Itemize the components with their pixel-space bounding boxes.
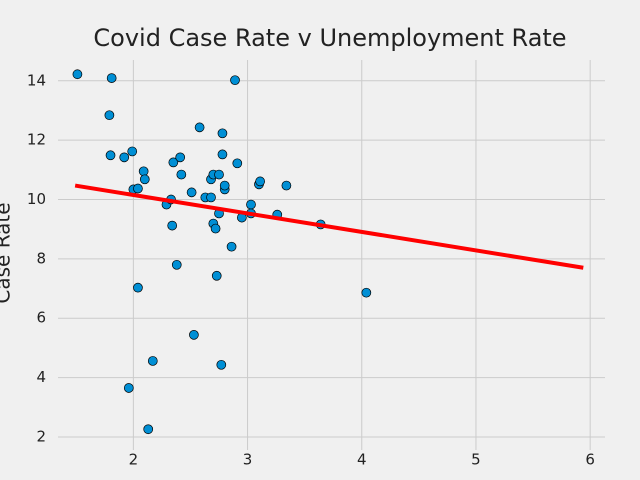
point — [230, 75, 240, 86]
point — [171, 259, 182, 270]
point — [189, 329, 199, 340]
point — [232, 158, 243, 169]
point — [72, 69, 83, 80]
point — [214, 169, 224, 180]
x-tick-label: 5 — [471, 451, 481, 469]
y-tick-label: 8 — [36, 249, 46, 267]
point — [216, 359, 227, 370]
y-axis-label: Case Rate — [0, 202, 15, 303]
regression-line — [74, 183, 584, 270]
point — [105, 150, 116, 161]
point — [211, 270, 222, 281]
point — [147, 356, 158, 366]
point — [226, 241, 237, 252]
point — [186, 187, 197, 198]
x-tick-label: 2 — [129, 451, 139, 469]
y-tick-label: 10 — [27, 190, 46, 208]
point — [219, 180, 230, 191]
point — [194, 122, 205, 133]
point — [206, 192, 216, 203]
point — [176, 169, 187, 180]
x-axis-label: Unemployment Rate — [223, 477, 429, 480]
point — [139, 174, 150, 185]
point — [138, 166, 149, 177]
x-tick-label: 4 — [357, 451, 367, 469]
point — [143, 424, 154, 435]
point — [255, 176, 265, 187]
point — [210, 223, 221, 234]
point — [217, 149, 228, 160]
point — [106, 73, 117, 83]
point — [175, 152, 186, 163]
y-tick-label: 2 — [36, 427, 46, 445]
point — [246, 199, 256, 210]
point — [123, 383, 134, 393]
point — [133, 183, 143, 194]
point — [133, 282, 143, 293]
y-tick-label: 6 — [36, 309, 46, 327]
point — [127, 146, 138, 157]
point — [361, 287, 372, 298]
y-tick-label: 14 — [27, 71, 46, 89]
chart-title: Covid Case Rate v Unemployment Rate — [93, 24, 566, 52]
y-tick-label: 12 — [27, 131, 46, 149]
point — [104, 110, 115, 121]
x-tick-label: 3 — [243, 451, 253, 469]
x-tick-label: 6 — [585, 451, 595, 469]
y-tick-label: 4 — [36, 368, 46, 386]
point — [217, 128, 228, 139]
point — [168, 157, 179, 168]
point — [281, 180, 292, 191]
point — [119, 152, 130, 163]
point — [167, 220, 178, 231]
